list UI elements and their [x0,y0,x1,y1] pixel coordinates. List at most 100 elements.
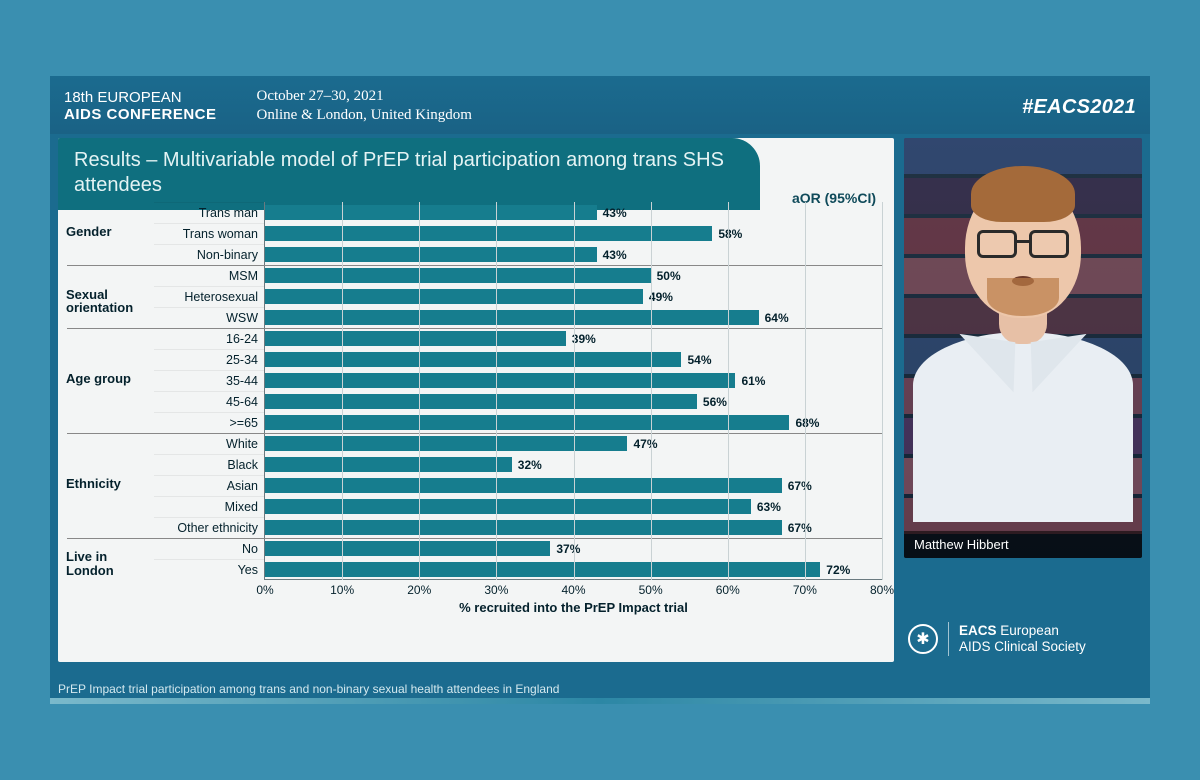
bar-value-label: 56% [703,395,727,409]
x-gridline [805,202,806,580]
bar [265,394,697,409]
bar [265,205,597,220]
society-name: EACS European AIDS Clinical Society [959,623,1086,654]
x-gridline [419,202,420,580]
header-bar: 18th EUROPEAN AIDS CONFERENCE October 27… [50,76,1150,134]
bars-plot-area: 43% 58% 43% 50% 49% 64% 39% 54% 61% 56% 68% 47% 32% 6… [264,202,882,580]
category-label: Trans woman [154,223,264,244]
bar-value-label: 64% [765,311,789,325]
bar-value-label: 49% [649,290,673,304]
society-line2: AIDS Clinical Society [959,639,1086,655]
presenter-head [965,178,1081,318]
conference-subtitle: October 27–30, 2021 Online & London, Uni… [257,87,472,125]
bar [265,562,820,577]
bar [265,331,566,346]
conference-title: 18th EUROPEAN AIDS CONFERENCE [64,89,217,124]
society-glyph-icon: ✱ [908,624,938,654]
bar [265,289,643,304]
bar [265,415,789,430]
x-tick-label: 80% [870,583,894,597]
category-label: 45-64 [154,391,264,412]
conference-frame: 18th EUROPEAN AIDS CONFERENCE October 27… [50,76,1150,704]
category-label: Yes [154,559,264,580]
bar [265,268,651,283]
category-label: Other ethnicity [154,517,264,538]
x-gridline [574,202,575,580]
presenter-torso [913,332,1133,522]
category-label: WSW [154,307,264,328]
conf-title-line2: AIDS CONFERENCE [64,106,217,123]
bar-value-label: 47% [633,437,657,451]
category-label: MSM [154,265,264,286]
x-gridline [496,202,497,580]
accent-bottom [50,698,1150,704]
x-tick-label: 30% [484,583,508,597]
category-label: Non-binary [154,244,264,265]
bar-value-label: 67% [788,479,812,493]
x-axis-label: % recruited into the PrEP Impact trial [265,600,882,615]
divider [948,622,949,656]
conference-hashtag: #EACS2021 [1022,96,1136,119]
bar-value-label: 67% [788,521,812,535]
bar-value-label: 61% [741,374,765,388]
slide-panel: Results – Multivariable model of PrEP tr… [58,138,894,662]
category-label: White [154,433,264,454]
presenter-video: Matthew Hibbert [904,138,1142,558]
side-column: Matthew Hibbert ✱ EACS European AIDS Cli… [904,138,1142,662]
x-gridline [728,202,729,580]
group-label: Gender [66,225,112,239]
x-tick-label: 10% [330,583,354,597]
x-gridline [882,202,883,580]
bar-value-label: 43% [603,206,627,220]
bar [265,247,597,262]
category-label: Asian [154,475,264,496]
category-label: Trans man [154,202,264,223]
x-tick-label: 0% [256,583,273,597]
bar-value-label: 43% [603,248,627,262]
category-label-column: Trans manTrans womanNon-binaryMSMHeteros… [154,202,264,580]
society-logo-block: ✱ EACS European AIDS Clinical Society [904,610,1142,662]
content-row: Results – Multivariable model of PrEP tr… [58,138,1142,662]
category-label: 25-34 [154,349,264,370]
bar-chart: Gender Sexual orientation Age group Ethnici… [66,202,882,642]
x-tick-label: 50% [639,583,663,597]
category-label: No [154,538,264,559]
x-tick-label: 40% [561,583,585,597]
bar-value-label: 32% [518,458,542,472]
bar-value-label: 72% [826,563,850,577]
group-label: Age group [66,372,131,386]
group-label: Live in London [66,550,150,577]
group-label-column: Gender Sexual orientation Age group Ethnici… [66,202,154,580]
presenter-name: Matthew Hibbert [904,531,1142,558]
bar-value-label: 37% [556,542,580,556]
bar-value-label: 58% [718,227,742,241]
bar [265,352,681,367]
conf-title-line1: 18th EUROPEAN [64,89,217,106]
society-line1-rest: European [1000,623,1059,638]
bar-value-label: 68% [795,416,819,430]
x-tick-label: 70% [793,583,817,597]
bar [265,310,759,325]
bar [265,226,712,241]
x-gridline [651,202,652,580]
category-label: 35-44 [154,370,264,391]
presenter-figure [904,138,1142,558]
group-label: Ethnicity [66,477,121,491]
category-label: Mixed [154,496,264,517]
x-tick-label: 60% [716,583,740,597]
conf-date: October 27–30, 2021 [257,87,472,106]
x-gridline [342,202,343,580]
bar-value-label: 63% [757,500,781,514]
footer-caption: PrEP Impact trial participation among tr… [58,682,559,696]
bar-value-label: 54% [687,353,711,367]
category-label: 16-24 [154,328,264,349]
conf-place: Online & London, United Kingdom [257,106,472,125]
bar [265,499,751,514]
bar-value-label: 50% [657,269,681,283]
bar [265,373,735,388]
category-label: Heterosexual [154,286,264,307]
group-label: Sexual orientation [66,288,150,315]
glasses-icon [977,230,1069,260]
slide-title: Results – Multivariable model of PrEP tr… [58,138,760,210]
bar-value-label: 39% [572,332,596,346]
